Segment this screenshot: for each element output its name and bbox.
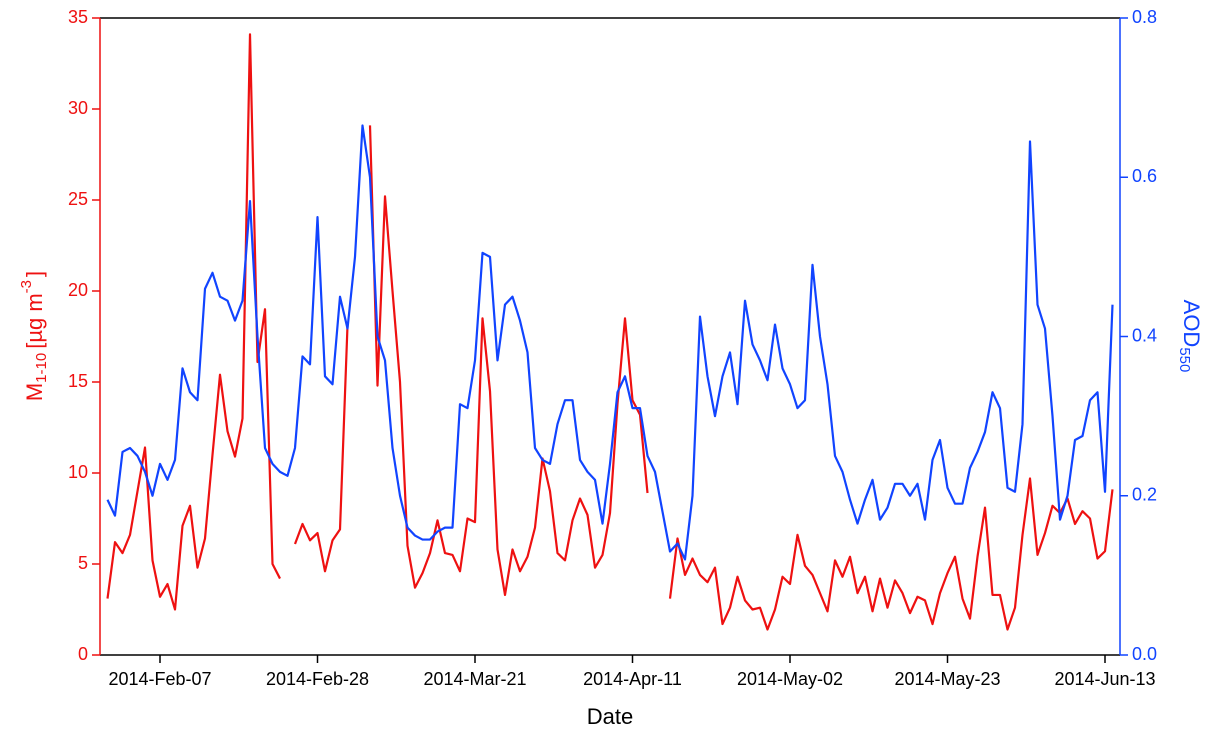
y2-tick-label: 0.0 bbox=[1132, 644, 1157, 664]
y2-tick-label: 0.6 bbox=[1132, 166, 1157, 186]
y2-axis-title: AOD550 bbox=[1176, 300, 1204, 373]
y-tick-label: 10 bbox=[68, 462, 88, 482]
y-axis-title: M1-10 [µg m-3] bbox=[18, 271, 50, 401]
y2-tick-label: 0.2 bbox=[1132, 485, 1157, 505]
y-title-sup: -3 bbox=[18, 280, 35, 293]
x-tick-label: 2014-May-23 bbox=[894, 669, 1000, 689]
y2-title-main: AOD bbox=[1179, 300, 1204, 348]
y-tick-label: 20 bbox=[68, 280, 88, 300]
y-title-sub: 1-10 bbox=[33, 353, 50, 383]
x-tick-label: 2014-Apr-11 bbox=[583, 669, 682, 689]
y-tick-label: 30 bbox=[68, 98, 88, 118]
y2-tick-label: 0.4 bbox=[1132, 325, 1157, 345]
y-title-unit: [µg m bbox=[22, 293, 47, 348]
x-tick-label: 2014-Feb-07 bbox=[108, 669, 211, 689]
x-axis-title: Date bbox=[587, 704, 633, 729]
data-line bbox=[106, 124, 1114, 561]
y-title-end: ] bbox=[22, 271, 47, 277]
x-tick-label: 2014-Mar-21 bbox=[423, 669, 526, 689]
data-line bbox=[106, 33, 1114, 631]
x-tick-label: 2014-May-02 bbox=[737, 669, 843, 689]
x-tick-label: 2014-Jun-13 bbox=[1054, 669, 1155, 689]
x-tick-label: 2014-Feb-28 bbox=[266, 669, 369, 689]
y-title-main: M bbox=[22, 383, 47, 401]
y-tick-label: 15 bbox=[68, 371, 88, 391]
y2-tick-label: 0.8 bbox=[1132, 7, 1157, 27]
y-tick-label: 35 bbox=[68, 7, 88, 27]
y2-title-sub: 550 bbox=[1176, 347, 1193, 372]
y-tick-label: 25 bbox=[68, 189, 88, 209]
y-tick-label: 0 bbox=[78, 644, 88, 664]
y-tick-label: 5 bbox=[78, 553, 88, 573]
